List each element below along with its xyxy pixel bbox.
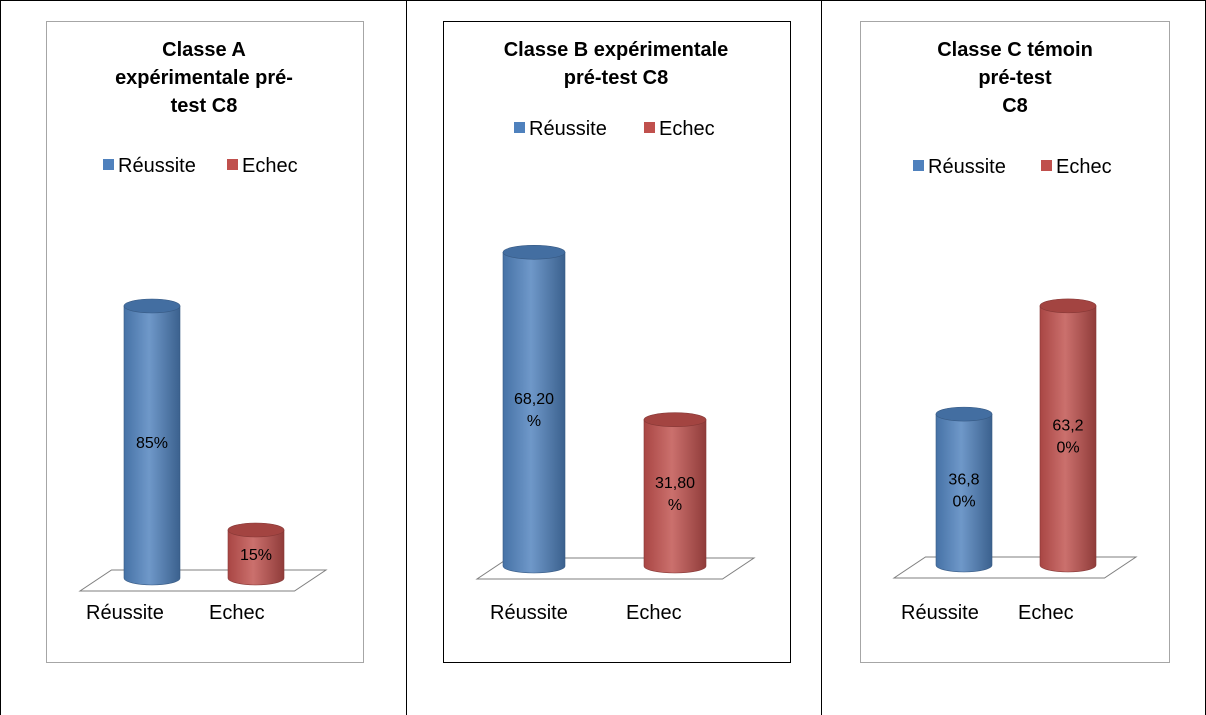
bar-russite	[123, 298, 181, 586]
bar-body	[123, 305, 181, 586]
legend-swatch	[514, 122, 525, 133]
legend-entry: Echec	[1056, 156, 1112, 178]
bar-echec	[1039, 298, 1097, 573]
data-label: 15%	[240, 547, 272, 564]
chart-title-line: C8	[1002, 95, 1028, 117]
chart-classe-a: Classe A expérimentale pré-test C8 Réussit…	[46, 21, 364, 663]
legend-swatch	[227, 159, 238, 170]
chart-title-line: Classe A	[162, 39, 246, 61]
chart-floor	[892, 556, 1138, 579]
bar-top	[502, 244, 566, 260]
category-label: Echec	[626, 602, 682, 624]
legend-entry: Réussite	[118, 155, 196, 177]
legend-entry: Réussite	[529, 118, 607, 140]
data-label: 85%	[136, 435, 168, 452]
bar-body	[227, 529, 285, 586]
bar-body	[1039, 305, 1097, 573]
chart-classe-b: Classe B expérimentale pré-test C8 Réussit…	[443, 21, 791, 663]
legend-swatch	[103, 159, 114, 170]
legend-swatch	[1041, 160, 1052, 171]
data-label: 36,8	[948, 472, 979, 489]
chart-floor	[78, 569, 328, 592]
data-label: 63,2	[1052, 417, 1083, 434]
table-left-border	[0, 0, 1, 715]
data-label: 68,20	[514, 391, 554, 408]
data-label: 0%	[952, 494, 975, 511]
bar-top	[123, 298, 181, 314]
bar-top	[643, 412, 707, 428]
category-label: Echec	[1018, 602, 1074, 624]
data-label: 0%	[1056, 439, 1079, 456]
bar-echec	[643, 412, 707, 574]
category-label: Réussite	[86, 602, 164, 624]
chart-classe-b-svg: Classe B expérimentale pré-test C8 Réussit…	[475, 39, 756, 624]
chart-classe-c-svg: Classe C témoin pré-test C8 Réussite Echec 36…	[892, 39, 1138, 624]
chart-title-line: pré-test C8	[564, 67, 668, 89]
bar-top	[935, 406, 993, 422]
table-divider-1	[406, 0, 407, 715]
bar-echec	[227, 522, 285, 586]
chart-title-line: test C8	[171, 95, 238, 117]
category-label: Réussite	[490, 602, 568, 624]
legend-entry: Echec	[659, 118, 715, 140]
chart-title-line: expérimentale pré-	[115, 67, 293, 89]
table-divider-2	[821, 0, 822, 715]
bar-russite	[502, 244, 566, 574]
bar-body	[643, 419, 707, 574]
legend-swatch	[913, 160, 924, 171]
legend-entry: Réussite	[928, 156, 1006, 178]
bar-top	[227, 522, 285, 538]
data-label: %	[527, 413, 541, 430]
data-label: 31,80	[655, 475, 695, 492]
bar-body	[935, 413, 993, 573]
bar-top	[1039, 298, 1097, 314]
legend-entry: Echec	[242, 155, 298, 177]
chart-title-line: pré-test	[978, 67, 1052, 89]
data-label: %	[668, 497, 682, 514]
chart-title-line: Classe C témoin	[937, 39, 1093, 61]
category-label: Réussite	[901, 602, 979, 624]
category-label: Echec	[209, 602, 265, 624]
table-top-border	[0, 0, 1206, 1]
legend-swatch	[644, 122, 655, 133]
bar-body	[502, 251, 566, 574]
chart-classe-c: Classe C témoin pré-test C8 Réussite Echec 36…	[860, 21, 1170, 663]
chart-title-line: Classe B expérimentale	[504, 39, 729, 61]
chart-classe-a-svg: Classe A expérimentale pré-test C8 Réussit…	[78, 39, 328, 624]
bar-russite	[935, 406, 993, 573]
